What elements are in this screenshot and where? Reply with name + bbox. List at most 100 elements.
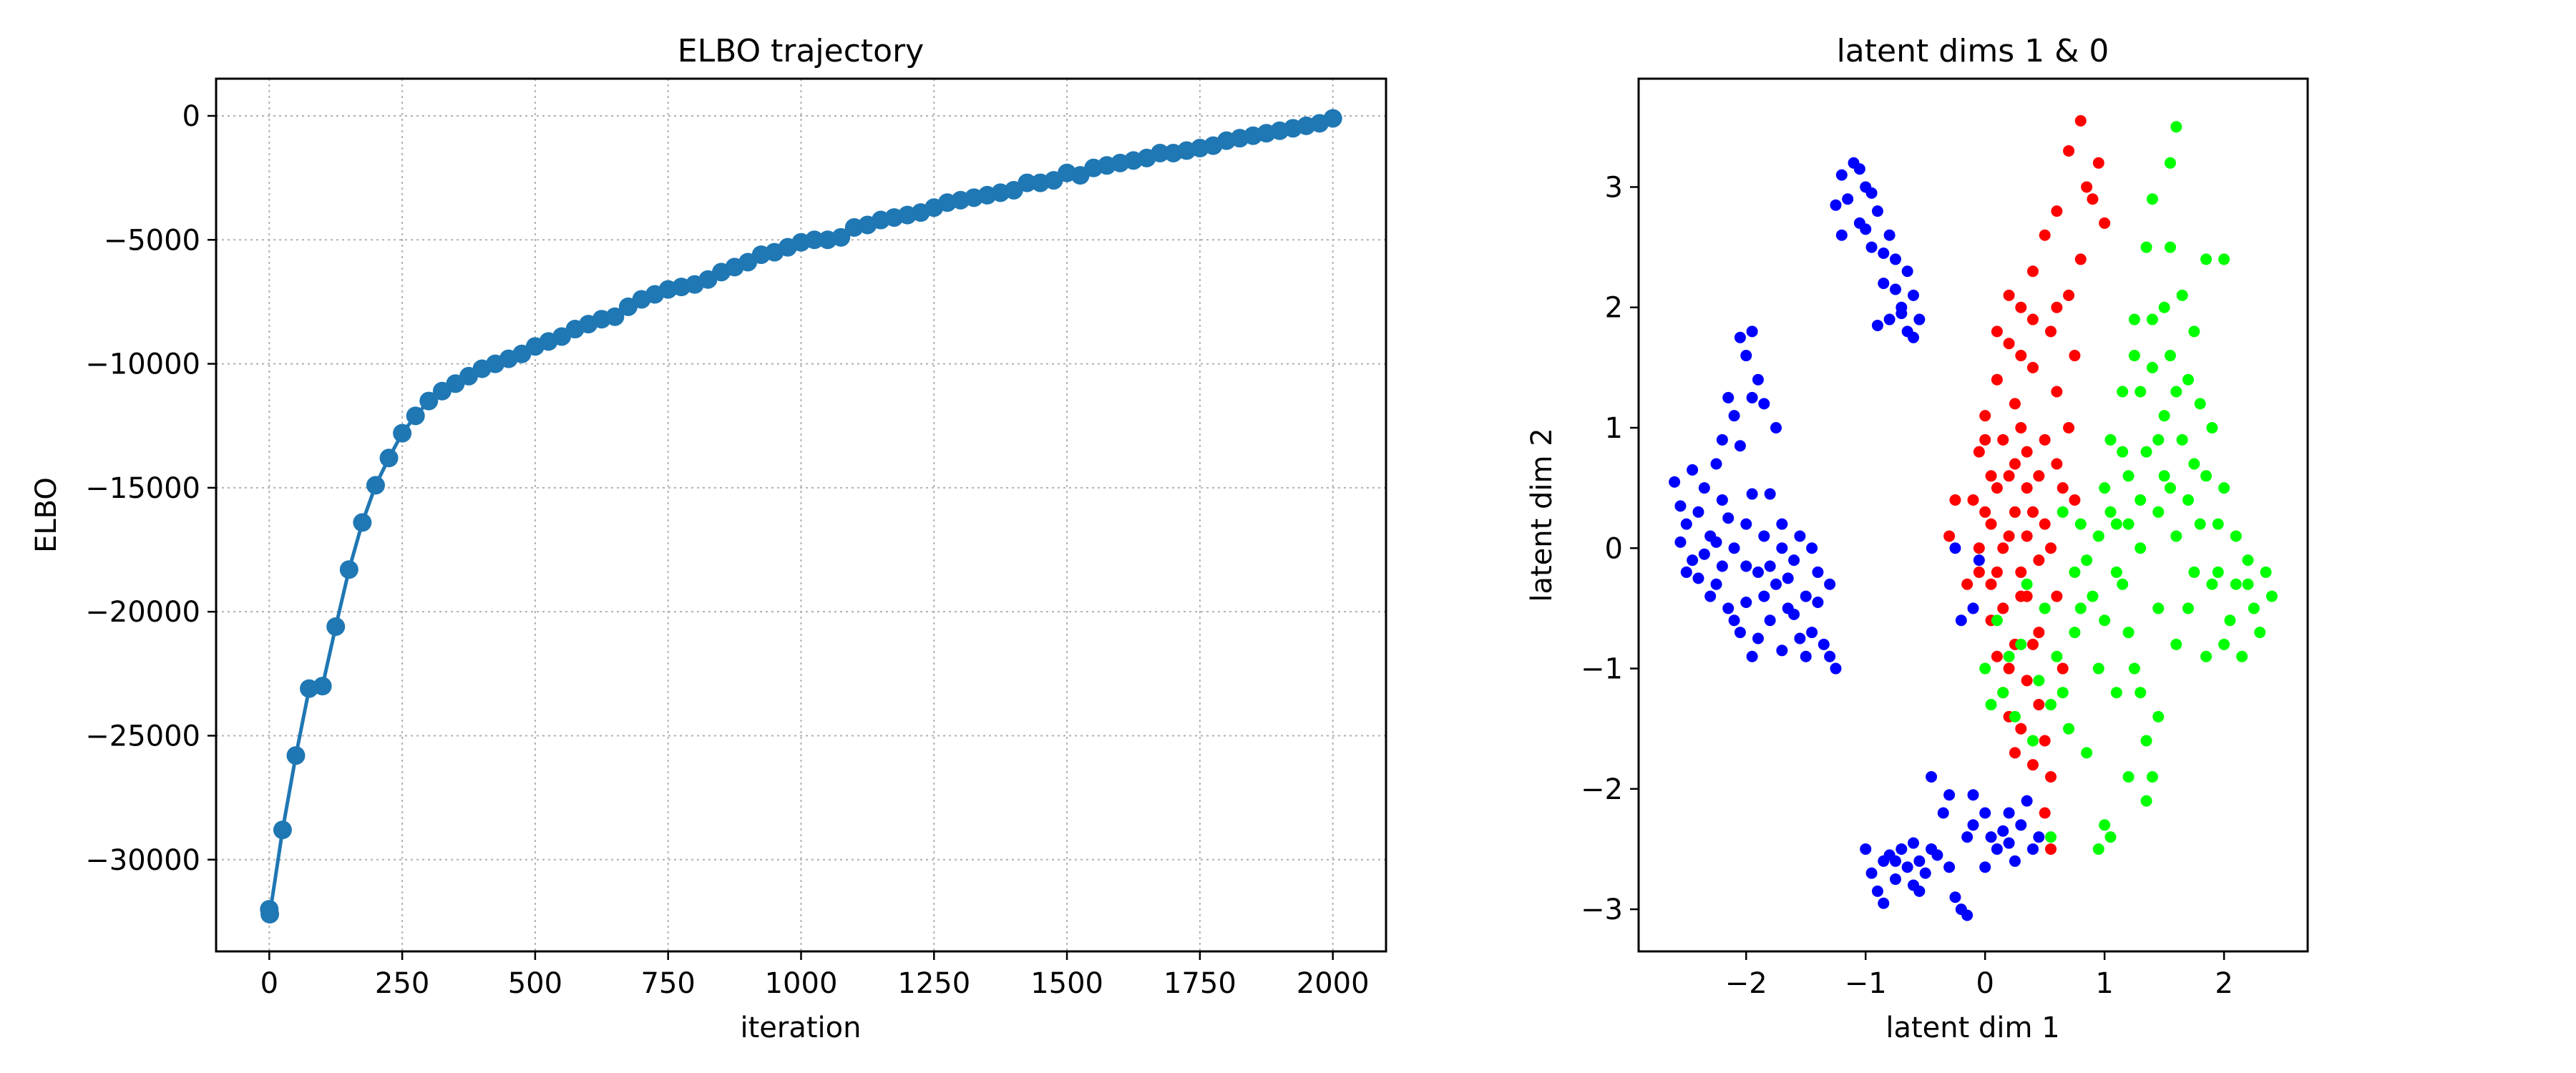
scatter-point	[2026, 638, 2039, 650]
scatter-point	[2009, 398, 2021, 410]
scatter-point	[1746, 488, 1758, 500]
scatter-point	[2236, 650, 2248, 662]
scatter-point	[2057, 482, 2069, 494]
scatter-point	[1835, 229, 1848, 241]
scatter-point	[1853, 163, 1865, 175]
y-tick-label: 3	[1605, 171, 1623, 204]
x-tick-label: 2000	[1297, 967, 1370, 1000]
scatter-point	[1997, 687, 2009, 699]
scatter-point	[1788, 608, 1800, 620]
scatter-point	[2021, 590, 2033, 602]
scatter-point	[2009, 458, 2021, 470]
scatter-point	[2009, 855, 2021, 867]
elbo-point	[260, 905, 280, 924]
scatter-point	[1740, 350, 1752, 362]
scatter-point	[1901, 265, 1913, 278]
elbo-point	[605, 307, 625, 326]
scatter-point	[1740, 518, 1752, 530]
scatter-point	[2087, 193, 2099, 205]
scatter-point	[2122, 771, 2135, 783]
scatter-point	[1949, 891, 1961, 903]
scatter-point	[2218, 638, 2230, 650]
scatter-point	[2224, 614, 2236, 627]
scatter-point	[2194, 518, 2206, 530]
scatter-point	[1722, 512, 1735, 524]
scatter-point	[1674, 536, 1687, 548]
scatter-point	[1776, 518, 1788, 530]
scatter-point	[2099, 614, 2111, 627]
scatter-point	[2164, 241, 2176, 253]
scatter-point	[1752, 373, 1764, 386]
scatter-point	[1985, 578, 1997, 590]
scatter-point	[2026, 506, 2039, 518]
scatter-point	[2045, 542, 2057, 554]
scatter-point	[1871, 205, 1883, 217]
scatter-point	[1800, 590, 1812, 602]
scatter-point	[1716, 494, 1728, 506]
scatter-point	[1788, 554, 1800, 567]
elbo-point	[379, 449, 399, 468]
x-tick-label: −2	[1725, 967, 1767, 1000]
scatter-point	[1979, 506, 1991, 518]
x-tick-label: −1	[1845, 967, 1887, 1000]
scatter-point	[1973, 566, 1985, 578]
scatter-point	[2051, 590, 2063, 602]
scatter-point	[1878, 278, 1890, 290]
scatter-point	[1770, 578, 1782, 590]
scatter-point	[1752, 632, 1764, 645]
scatter-point	[2152, 602, 2165, 614]
scatter-point	[2170, 121, 2182, 133]
scatter-point	[2033, 627, 2045, 639]
scatter-point	[2033, 699, 2045, 711]
scatter-point	[1979, 662, 1991, 675]
x-tick-label: 0	[1976, 967, 1994, 1000]
scatter-point	[1734, 627, 1746, 639]
scatter-point	[1967, 819, 1979, 831]
scatter-point	[1908, 331, 1920, 343]
scatter-point	[2164, 157, 2176, 169]
scatter-point	[1692, 572, 1704, 584]
scatter-point	[2051, 301, 2063, 313]
scatter-point	[1997, 433, 2009, 446]
elbo-chart-title: ELBO trajectory	[678, 33, 924, 69]
scatter-point	[2135, 494, 2147, 506]
scatter-point	[1878, 248, 1890, 259]
scatter-point	[2074, 253, 2087, 265]
scatter-point	[2063, 722, 2075, 735]
latent-y-ticks: −3 −2 −1 0 1 2 3	[1581, 171, 1639, 926]
scatter-point	[2188, 566, 2200, 578]
scatter-point	[2003, 530, 2015, 542]
scatter-point	[2117, 446, 2129, 458]
elbo-x-axis-label: iteration	[741, 1011, 862, 1044]
y-tick-label: −1	[1581, 653, 1623, 686]
scatter-point	[2152, 506, 2165, 518]
elbo-markers	[260, 109, 1342, 924]
elbo-grid	[216, 79, 1386, 951]
scatter-point	[1830, 662, 1842, 675]
elbo-point	[313, 677, 332, 696]
scatter-point	[2140, 446, 2152, 458]
latent-axes-frame	[1637, 77, 2309, 953]
scatter-point	[2230, 530, 2242, 542]
scatter-point	[2021, 578, 2033, 590]
scatter-point	[2200, 470, 2212, 482]
scatter-point	[2122, 518, 2135, 530]
latent-scatter-chart: −2 −1 0 1 2 −3 −2 −1 0 1 2 3 latent dims 1 & 0 lat…	[1526, 33, 2309, 1044]
y-tick-label: −25000	[85, 720, 200, 753]
latent-chart-title: latent dims 1 & 0	[1837, 33, 2109, 69]
scatter-point	[2069, 494, 2081, 506]
y-tick-label: −15000	[85, 472, 200, 505]
latent-y-axis-label: latent dim 2	[1526, 428, 1558, 602]
scatter-point	[1818, 638, 1830, 650]
scatter-point	[2026, 735, 2039, 747]
scatter-point	[1824, 650, 1836, 662]
scatter-point	[1710, 458, 1722, 470]
elbo-point	[1018, 173, 1037, 192]
scatter-point	[2081, 554, 2093, 567]
scatter-point	[1901, 861, 1913, 873]
scatter-point	[2248, 602, 2260, 614]
scatter-point	[1758, 398, 1770, 410]
scatter-point	[2015, 350, 2027, 362]
scatter-point	[2117, 578, 2129, 590]
scatter-point	[2200, 650, 2212, 662]
